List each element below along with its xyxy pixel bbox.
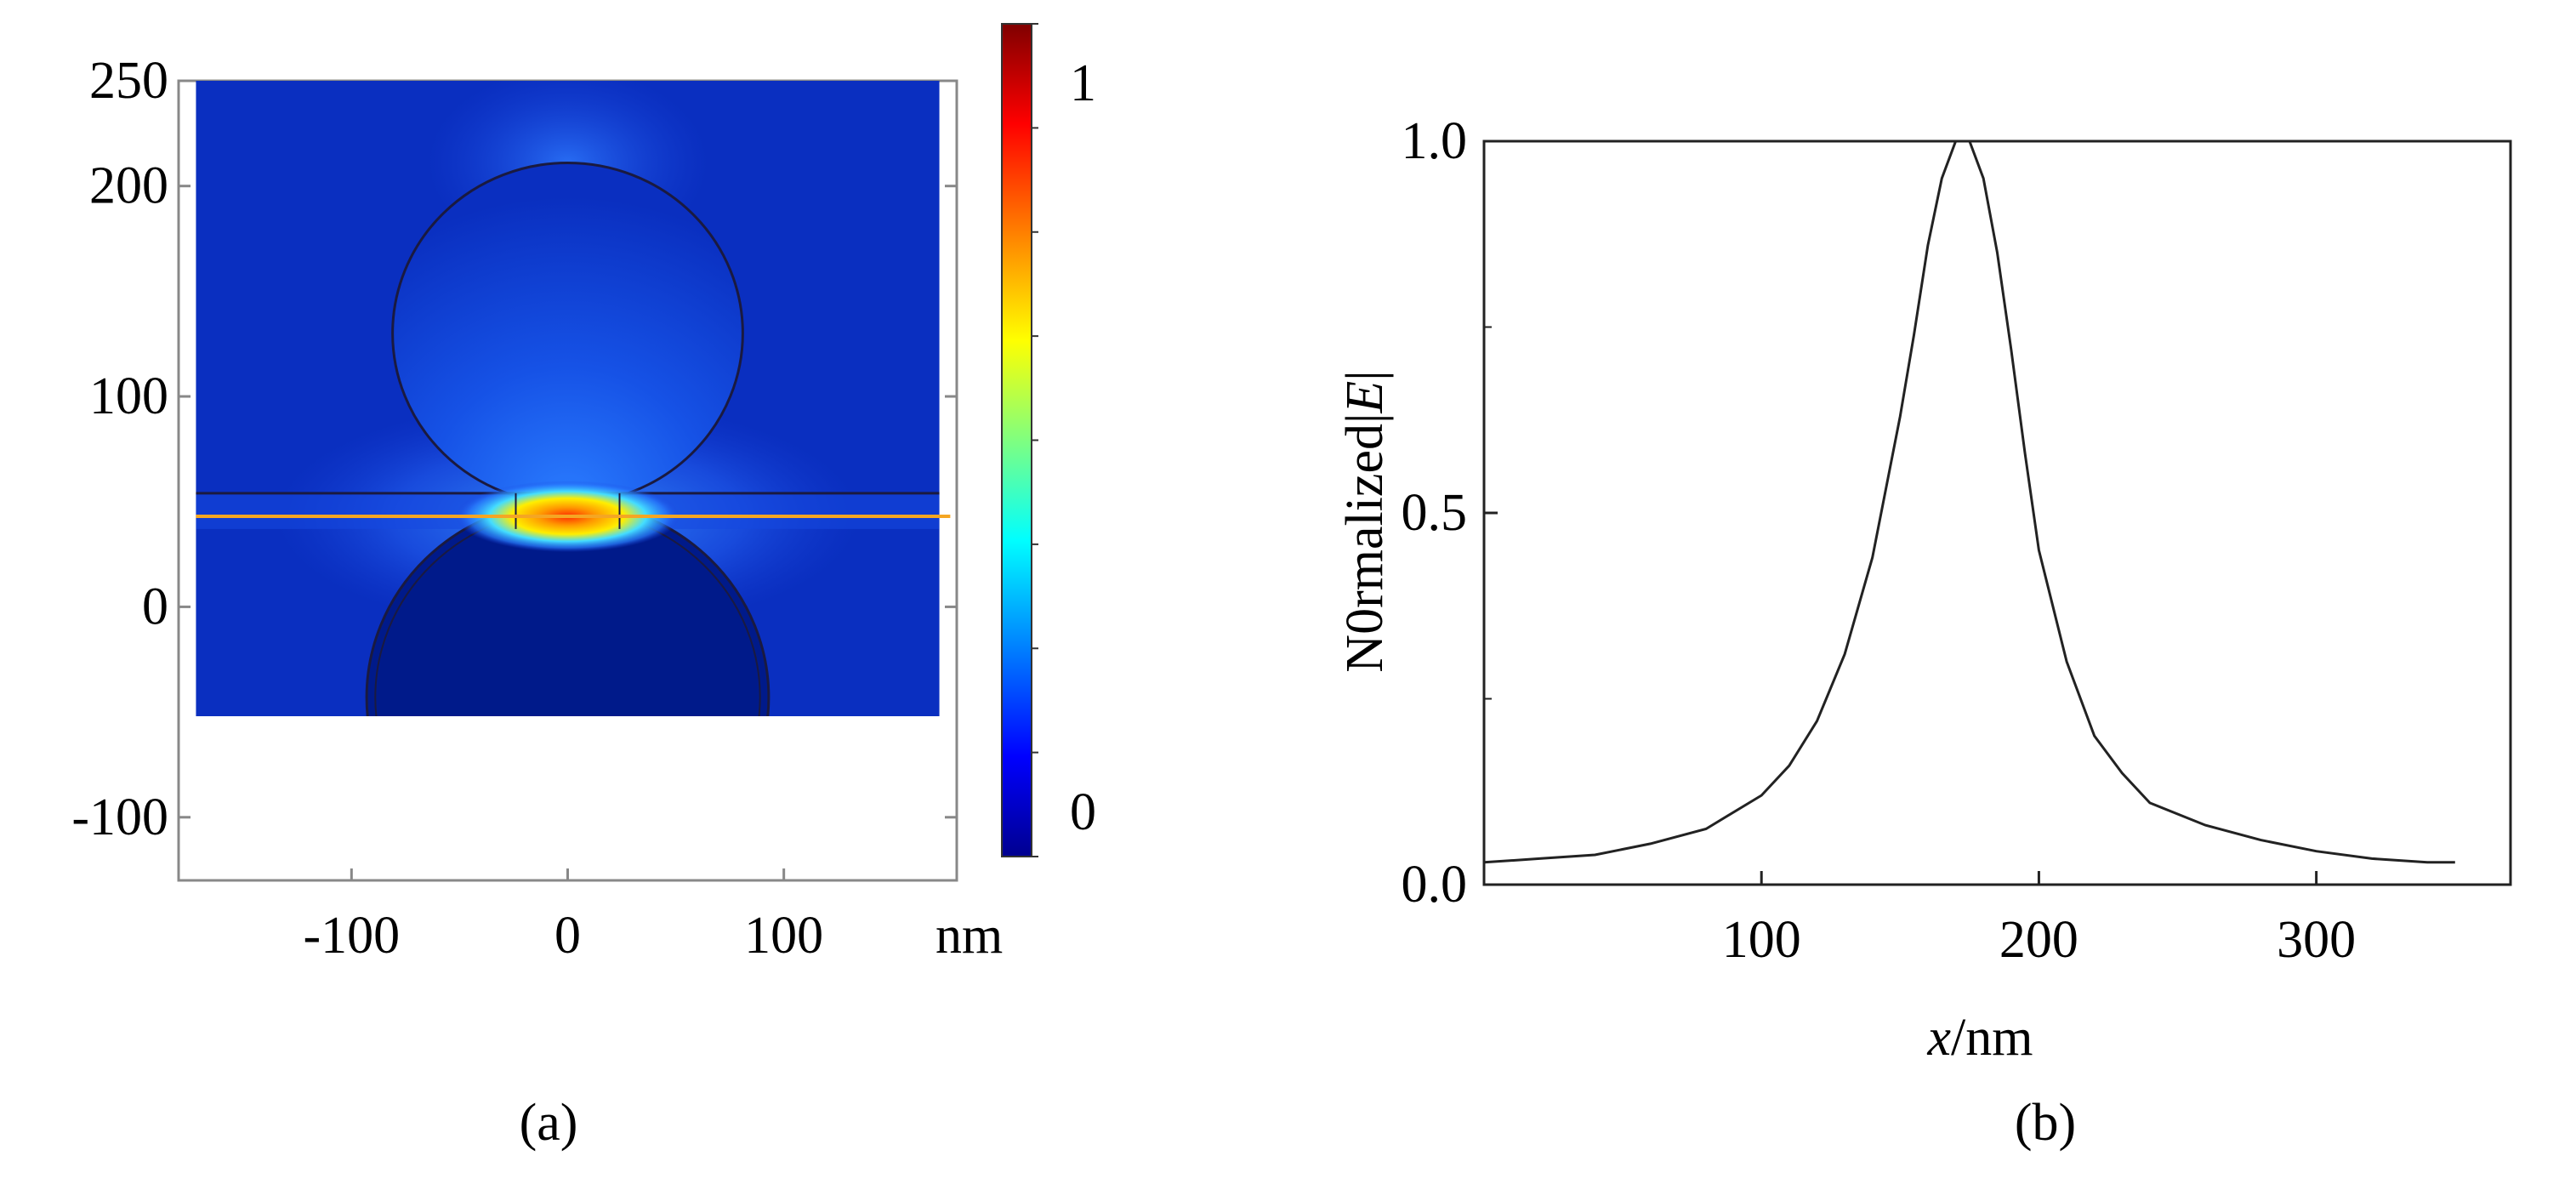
panel-a-label: (a) [520, 1094, 578, 1152]
y-tick-label-1: 200 [89, 157, 168, 215]
panel-a-ticks: -100 0 100 250 200 100 0 -100 [71, 52, 957, 965]
panel-b-label: (b) [2015, 1094, 2076, 1152]
y-tick-label-0: 250 [89, 52, 168, 110]
panel-b-ticks: 100 200 300 0.0 0.5 1.0 [1402, 112, 2357, 969]
x-tick-label-2: 100 [744, 907, 823, 965]
y-axis-label-symbol: E [1336, 381, 1394, 414]
x-tick-label-0: -100 [304, 907, 401, 965]
b-y-tick-label-2: 1.0 [1402, 112, 1468, 170]
panel-a-heatmap: -100 0 100 250 200 100 0 -100 nm 1 0 (a) [71, 23, 1096, 1152]
y-tick-label-3: 0 [142, 578, 168, 635]
b-x-tick-label-1: 200 [1999, 911, 2078, 969]
b-x-tick-label-2: 300 [2277, 911, 2356, 969]
y-axis-label-bar-left: | [1336, 413, 1394, 424]
x-axis-label-symbol: x [1927, 1009, 1952, 1067]
lower-particle [365, 500, 771, 717]
field-map [196, 81, 940, 717]
y-tick-label-2: 100 [89, 367, 168, 425]
x-tick-label-1: 0 [554, 907, 581, 965]
colorbar-min-label: 0 [1070, 783, 1096, 841]
b-y-tick-label-1: 0.5 [1402, 484, 1468, 542]
x-axis-label: x/nm [1927, 1009, 2033, 1067]
colorbar [1001, 23, 1032, 857]
b-x-tick-label-0: 100 [1722, 911, 1801, 969]
x-axis-label-unit: /nm [1951, 1009, 2033, 1067]
y-axis-label-bar-right: | [1336, 370, 1394, 380]
colorbar-ticks [1032, 23, 1038, 857]
series-line [1483, 139, 2455, 864]
upper-particle [391, 161, 744, 505]
panel-a-unit-label: nm [935, 907, 1003, 965]
y-axis-label-word: N0rmalized [1336, 424, 1394, 673]
y-axis-label-text: N0rmalized|E| [1336, 370, 1394, 672]
b-y-tick-label-0: 0.0 [1402, 856, 1468, 914]
colorbar-max-label: 1 [1070, 54, 1096, 112]
y-tick-label-4: -100 [71, 789, 168, 846]
y-axis-label: N0rmalized|E| [1336, 370, 1394, 672]
